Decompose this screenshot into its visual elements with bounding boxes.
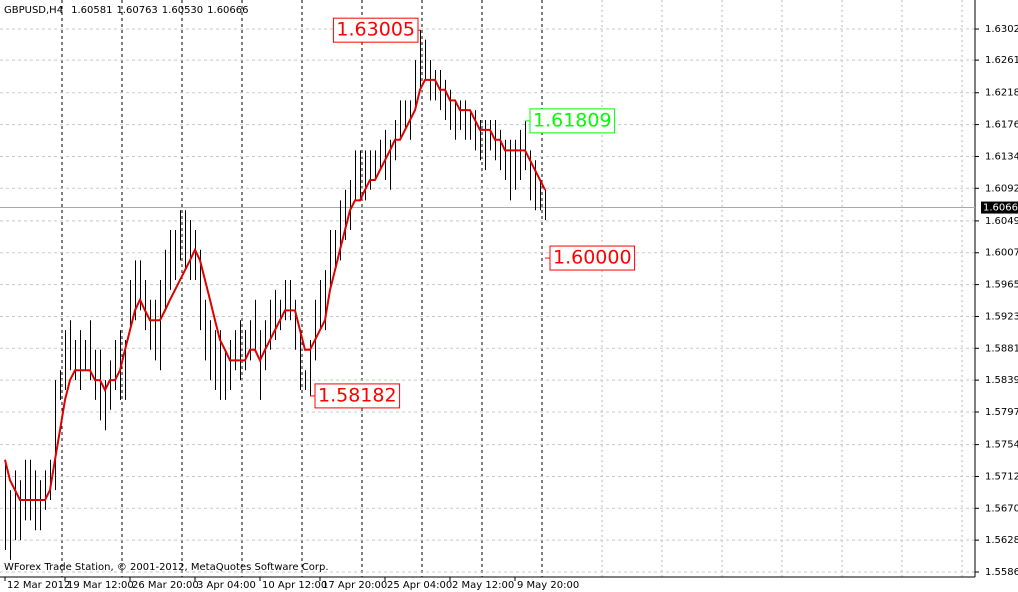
header-text: 1.60666: [207, 5, 248, 16]
annotation-box: [529, 108, 616, 134]
x-tick-label: 10 Apr 12:00: [262, 580, 327, 591]
y-tick-label: 1.60920: [985, 183, 1018, 194]
last-price-label: 1.60666: [983, 203, 1018, 214]
y-tick-label: 1.58390: [985, 375, 1018, 386]
x-tick-label: 12 Mar 2012: [7, 580, 70, 591]
y-tick-label: 1.59230: [985, 311, 1018, 322]
y-tick-label: 1.58810: [985, 343, 1018, 354]
y-tick-label: 1.60490: [985, 216, 1018, 227]
header-text: 1.60581: [71, 5, 112, 16]
y-tick-label: 1.62180: [985, 88, 1018, 99]
x-tick-label: 2 May 12:00: [452, 580, 514, 591]
y-tick-label: 1.56280: [985, 535, 1018, 546]
y-tick-label: 1.57540: [985, 440, 1018, 451]
y-tick-label: 1.62610: [985, 55, 1018, 66]
period-separators: [61, 0, 963, 577]
y-tick-label: 1.61760: [985, 120, 1018, 131]
header-text: 1.60530: [162, 5, 203, 16]
y-tick-label: 1.55860: [985, 567, 1018, 578]
chart-header: GBPUSD,H4 1.60581 1.60763 1.60530 1.60666: [4, 5, 249, 16]
footer: WForex Trade Station, © 2001-2012, MetaQ…: [4, 562, 329, 573]
annotation-box: [332, 17, 419, 43]
annotation-box: [314, 383, 401, 409]
price-annotation: 1.63005: [336, 19, 415, 41]
x-tick-label: 25 Apr 04:00: [387, 580, 452, 591]
annotation-box: [549, 245, 636, 271]
y-tick-label: 1.61340: [985, 151, 1018, 162]
y-tick-label: 1.60070: [985, 248, 1018, 259]
moving-average: [4, 78, 546, 501]
last-price-box: [981, 201, 1018, 214]
header-text: GBPUSD,H4: [4, 5, 63, 16]
price-annotation: 1.58182: [318, 384, 397, 406]
y-tick-label: 1.57970: [985, 407, 1018, 418]
x-tick-label: 26 Mar 20:00: [132, 580, 199, 591]
x-tick-label: 19 Mar 12:00: [67, 580, 134, 591]
x-tick-label: 9 May 20:00: [517, 580, 579, 591]
y-tick-label: 1.59650: [985, 280, 1018, 291]
x-tick-label: 17 Apr 20:00: [322, 580, 387, 591]
x-tick-label: 3 Apr 04:00: [197, 580, 256, 591]
price-annotation: 1.60000: [553, 247, 632, 269]
y-tick-label: 1.63020: [985, 24, 1018, 35]
y-tick-label: 1.56700: [985, 503, 1018, 514]
price-annotation: 1.61809: [533, 109, 612, 131]
y-tick-label: 1.57120: [985, 471, 1018, 482]
header-text: 1.60763: [116, 5, 157, 16]
